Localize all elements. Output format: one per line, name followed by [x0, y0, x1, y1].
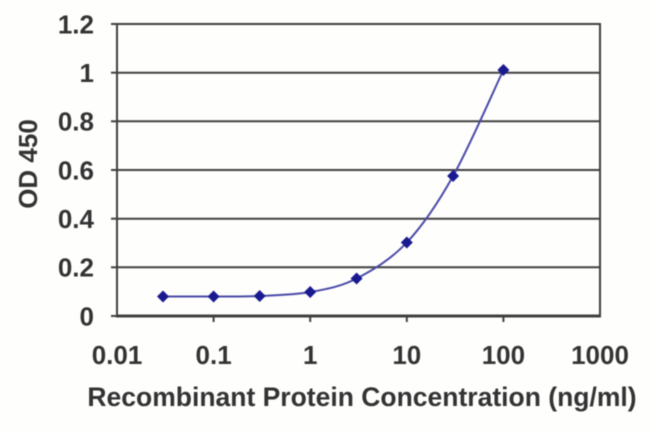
svg-text:1: 1	[80, 58, 94, 88]
svg-text:100: 100	[482, 340, 525, 370]
svg-text:0.2: 0.2	[58, 253, 94, 283]
svg-text:0: 0	[80, 301, 94, 331]
svg-text:10: 10	[392, 340, 421, 370]
svg-text:0.6: 0.6	[58, 155, 94, 185]
svg-text:0.4: 0.4	[58, 204, 95, 234]
svg-text:0.8: 0.8	[58, 107, 94, 137]
svg-text:1.2: 1.2	[58, 9, 94, 39]
svg-text:1000: 1000	[571, 340, 629, 370]
svg-text:1: 1	[303, 340, 317, 370]
svg-text:Recombinant Protein Concentrat: Recombinant Protein Concentration (ng/ml…	[87, 382, 636, 412]
svg-text:OD 450: OD 450	[13, 119, 43, 209]
svg-text:0.01: 0.01	[92, 340, 143, 370]
svg-text:0.1: 0.1	[196, 340, 232, 370]
